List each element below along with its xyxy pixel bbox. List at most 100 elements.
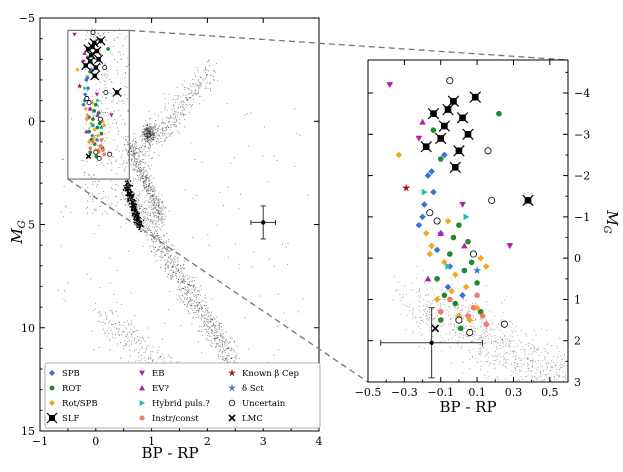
field-star (547, 382, 548, 383)
field-star (490, 328, 492, 330)
field-star (96, 184, 98, 186)
field-star (454, 325, 456, 327)
field-star (472, 341, 474, 343)
data-point-instr-const (102, 152, 107, 157)
field-star (158, 198, 160, 201)
field-star (443, 340, 445, 342)
field-star (210, 298, 212, 300)
field-star (422, 321, 424, 323)
field-star (196, 314, 198, 316)
field-star (194, 83, 196, 85)
field-star (535, 349, 537, 351)
field-star (503, 365, 505, 367)
field-star (116, 210, 118, 213)
field-star (98, 311, 101, 313)
field-star (156, 132, 158, 134)
field-star (173, 249, 175, 251)
field-star (166, 267, 168, 269)
field-star (283, 312, 285, 314)
field-star (473, 314, 475, 316)
field-star (189, 293, 191, 295)
field-star (165, 232, 168, 235)
field-star (393, 276, 395, 278)
field-star (493, 355, 495, 357)
field-star (448, 311, 450, 313)
field-star (159, 207, 161, 209)
field-star (454, 334, 456, 336)
field-star (511, 363, 513, 365)
field-star (152, 242, 154, 244)
field-star (163, 245, 165, 247)
field-star (113, 293, 115, 295)
field-star (191, 276, 193, 278)
field-star (557, 400, 558, 401)
field-star (461, 308, 463, 310)
field-star (145, 348, 147, 350)
field-star (146, 174, 148, 176)
data-point-slf (112, 87, 122, 97)
field-star (143, 146, 145, 148)
field-star (148, 206, 150, 208)
field-star (180, 106, 182, 108)
field-star (158, 346, 160, 348)
field-star (152, 361, 154, 363)
field-star (155, 129, 157, 131)
field-star (157, 351, 159, 354)
field-star (530, 370, 533, 372)
field-star (267, 181, 269, 183)
field-star (131, 341, 133, 343)
field-star (236, 352, 238, 354)
field-star (518, 369, 520, 371)
field-star (126, 203, 128, 205)
field-star (149, 198, 151, 200)
field-star (102, 33, 104, 35)
field-star (159, 199, 161, 201)
data-point-rot (452, 300, 459, 307)
field-star (108, 159, 110, 161)
field-star (462, 331, 464, 333)
field-star (104, 323, 106, 325)
field-star (214, 71, 216, 73)
field-star (100, 102, 102, 104)
field-star (141, 358, 143, 360)
field-star (108, 197, 110, 199)
field-star (426, 312, 428, 315)
field-star (455, 326, 457, 328)
field-star (161, 354, 163, 356)
field-star (523, 349, 525, 351)
field-star (136, 151, 138, 153)
field-star (160, 251, 162, 253)
field-star (533, 380, 535, 382)
field-star (233, 360, 235, 362)
field-star (99, 286, 101, 289)
field-star (189, 299, 191, 301)
field-star (104, 133, 106, 135)
field-star (204, 67, 207, 69)
field-star (140, 168, 142, 170)
field-star (220, 326, 222, 328)
field-star (169, 116, 172, 118)
field-star (485, 285, 487, 287)
field-star (163, 224, 165, 226)
field-star (141, 145, 144, 147)
field-star (196, 303, 198, 305)
field-star (133, 145, 135, 148)
field-star (506, 351, 508, 353)
field-star (139, 171, 141, 173)
field-star (127, 187, 129, 190)
field-star (148, 178, 150, 180)
field-star (485, 354, 488, 356)
field-star (170, 258, 172, 260)
field-star (192, 198, 194, 200)
field-star (144, 162, 147, 164)
field-star (136, 166, 138, 168)
field-star (479, 339, 481, 341)
field-star (209, 322, 211, 324)
field-star (472, 320, 474, 322)
field-star (122, 102, 124, 105)
field-star (161, 207, 163, 209)
field-star (189, 89, 191, 91)
field-star (491, 319, 493, 321)
field-star (180, 324, 182, 326)
field-star (147, 336, 149, 338)
